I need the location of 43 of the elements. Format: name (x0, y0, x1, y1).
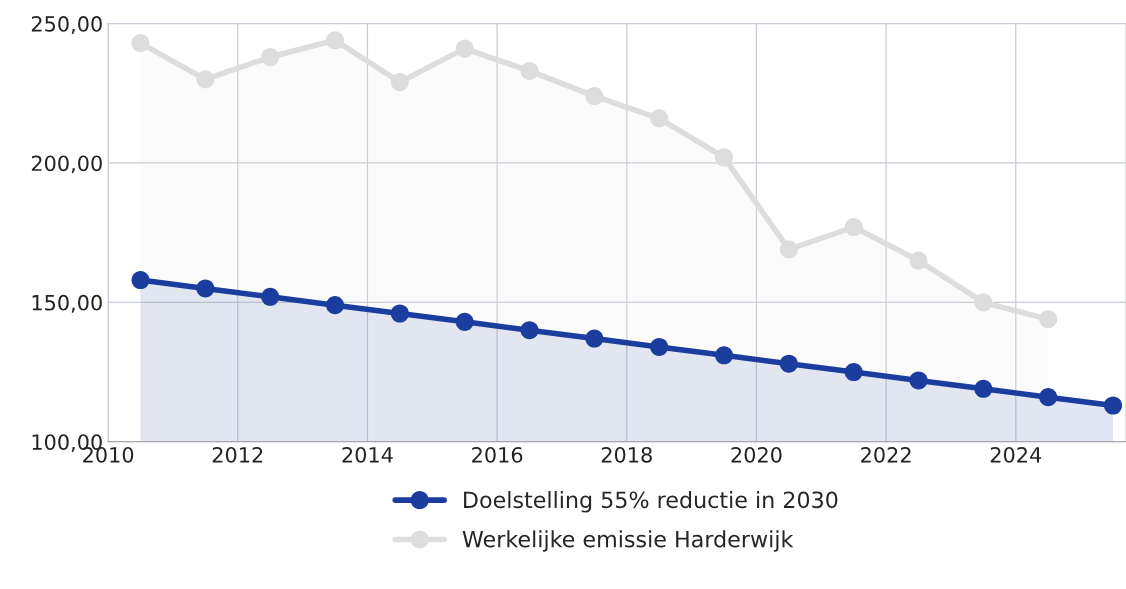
x-tick-label: 2014 (342, 446, 393, 463)
point (390, 304, 409, 323)
point (325, 31, 345, 50)
y-tick-label: 150,00 (32, 294, 102, 313)
point (1039, 388, 1058, 407)
x-tick-label: 2012 (212, 446, 263, 463)
point (909, 251, 928, 270)
point (909, 371, 928, 390)
point (585, 87, 604, 106)
point (390, 73, 409, 92)
point (325, 296, 345, 315)
point (844, 363, 863, 382)
x-tick-label: 2024 (990, 446, 1042, 463)
point (261, 287, 280, 306)
point (455, 312, 474, 331)
point (196, 70, 215, 89)
legend-label: Werkelijke emissie Harderwijk (462, 530, 794, 552)
y-tick-label: 250,00 (31, 16, 102, 34)
point (650, 337, 669, 356)
point (1104, 396, 1123, 415)
point (196, 279, 215, 298)
point (1039, 310, 1058, 329)
point (520, 321, 539, 340)
x-tick-label: 2018 (601, 446, 652, 463)
point (974, 293, 993, 312)
point (779, 354, 798, 373)
x-tick-label: 2020 (731, 446, 782, 463)
point (650, 109, 669, 128)
point (715, 346, 734, 365)
point (455, 39, 474, 58)
x-tick-label: 2016 (472, 446, 523, 463)
legend-label: Doelstelling 55% reductie in 2030 (464, 491, 838, 513)
point (261, 47, 280, 67)
point (779, 240, 798, 259)
point (974, 379, 993, 398)
point (520, 61, 539, 80)
y-tick-label: 200,00 (31, 155, 102, 174)
point (585, 329, 604, 348)
x-tick-label: 2022 (861, 446, 911, 463)
point (131, 34, 150, 53)
point (844, 218, 863, 237)
point (131, 271, 150, 290)
point (715, 148, 734, 167)
